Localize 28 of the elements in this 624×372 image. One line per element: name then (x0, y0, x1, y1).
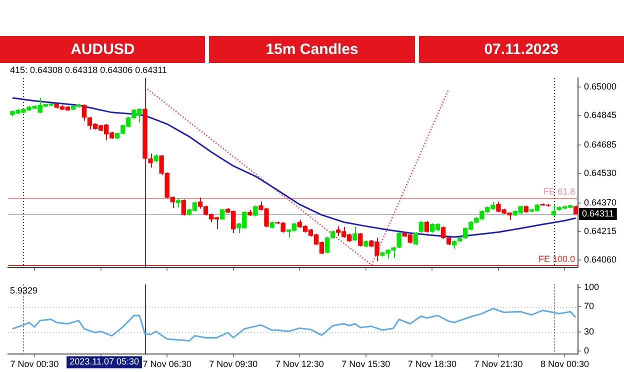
x-tick-label: 7 Nov 12:30 (275, 359, 324, 370)
y-tick-label: 0.65000 (584, 82, 617, 92)
x-tick-label: 7 Nov 15:30 (342, 359, 390, 370)
y-tick-label: 0.64215 (584, 226, 617, 236)
chart-title: AUDUSD (0, 36, 206, 63)
y-tick-label: 0.64845 (584, 110, 617, 120)
x-tick-label: 7 Nov 06:30 (142, 359, 192, 370)
y-tick-label: 0 (584, 346, 590, 356)
ref-line-label: 2023.11.07 05:30 (70, 356, 139, 367)
x-tick-label: 7 Nov 00:30 (10, 359, 59, 370)
x-tick-label: 7 Nov 18:30 (408, 359, 456, 370)
y-tick-label: 70 (584, 301, 594, 312)
chart-subtitle: 15m Candles (209, 36, 415, 63)
y-tick-label: 30 (584, 326, 594, 336)
x-tick-label: 8 Nov 00:30 (540, 359, 590, 370)
ref-line-label: FE 100.0 (538, 254, 575, 264)
y-tick-label: 0.64685 (584, 140, 617, 150)
annotation: 0.64311 (582, 208, 614, 219)
y-tick-label: 0.64530 (584, 168, 617, 178)
x-tick-label: 7 Nov 21:30 (474, 359, 523, 370)
y-tick-label: 100 (584, 282, 600, 292)
annotation: 5.9329 (10, 285, 38, 296)
y-tick-label: 0.64060 (584, 254, 617, 265)
ref-line-label: FE 61.8 (543, 186, 575, 197)
text: 07.11.2023 (418, 36, 624, 63)
y-tick-label: 0.64370 (584, 198, 617, 208)
text: 415: 0.64308 0.64318 0.64306 0.64311 (10, 64, 167, 75)
x-tick-label: 7 Nov 09:30 (209, 359, 258, 370)
